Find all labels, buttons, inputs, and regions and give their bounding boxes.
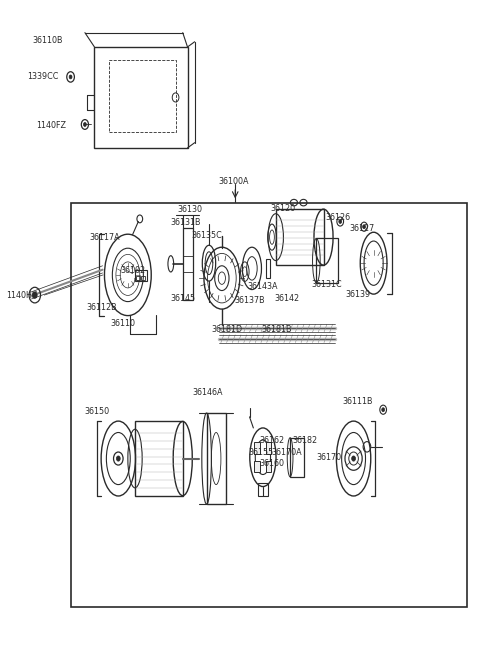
Bar [135,269,147,281]
Text: 36150: 36150 [85,407,110,416]
Text: 36182: 36182 [292,436,318,445]
Text: 36137B: 36137B [234,296,265,305]
Circle shape [339,220,342,224]
Circle shape [69,75,72,79]
Circle shape [352,456,356,461]
Text: 36142: 36142 [275,294,300,303]
Circle shape [363,225,365,229]
Text: 36127: 36127 [350,224,375,233]
Text: 36160: 36160 [259,459,284,468]
Bar [266,460,272,472]
Text: 36170A: 36170A [271,447,301,456]
Bar [266,259,270,277]
Text: 36117A: 36117A [90,233,120,241]
Text: 36112B: 36112B [86,303,117,312]
Bar [109,60,176,131]
Text: 36162: 36162 [259,436,284,445]
Text: 1140FZ: 1140FZ [36,120,66,129]
Text: 36139: 36139 [345,290,370,299]
Circle shape [116,456,120,461]
Bar [258,483,268,496]
Bar [136,275,140,280]
Bar [95,47,188,148]
Circle shape [382,407,384,411]
Text: 36131B: 36131B [171,218,201,228]
Bar [266,442,272,454]
Bar [254,460,260,472]
Text: 36155: 36155 [249,447,274,456]
Bar [183,228,193,300]
Text: 36120: 36120 [270,204,295,213]
Text: 36110: 36110 [110,319,135,328]
Text: 36131C: 36131C [312,280,342,289]
Text: 36102: 36102 [120,266,146,275]
Bar [290,438,304,477]
Text: 1140HK: 1140HK [6,291,37,300]
Text: 36181B: 36181B [262,325,292,334]
Circle shape [84,122,86,126]
Bar [254,442,260,454]
Text: 36110B: 36110B [33,36,63,45]
Text: 36146A: 36146A [192,388,223,396]
Bar [141,275,145,280]
Text: 1339CC: 1339CC [28,72,59,81]
Bar [276,209,324,265]
Circle shape [33,292,37,298]
Text: 36111B: 36111B [343,398,373,406]
Text: 36143A: 36143A [247,282,277,291]
Text: 36145: 36145 [171,294,196,303]
Text: 36126: 36126 [325,213,350,222]
Text: 36130: 36130 [177,205,202,215]
Bar [316,239,338,283]
Bar [206,413,226,504]
Bar [71,203,467,607]
Text: 36135C: 36135C [192,232,222,240]
Text: 36170: 36170 [316,453,341,462]
Text: 36181D: 36181D [211,325,242,334]
Bar [135,421,183,496]
Text: 36100A: 36100A [218,177,249,186]
